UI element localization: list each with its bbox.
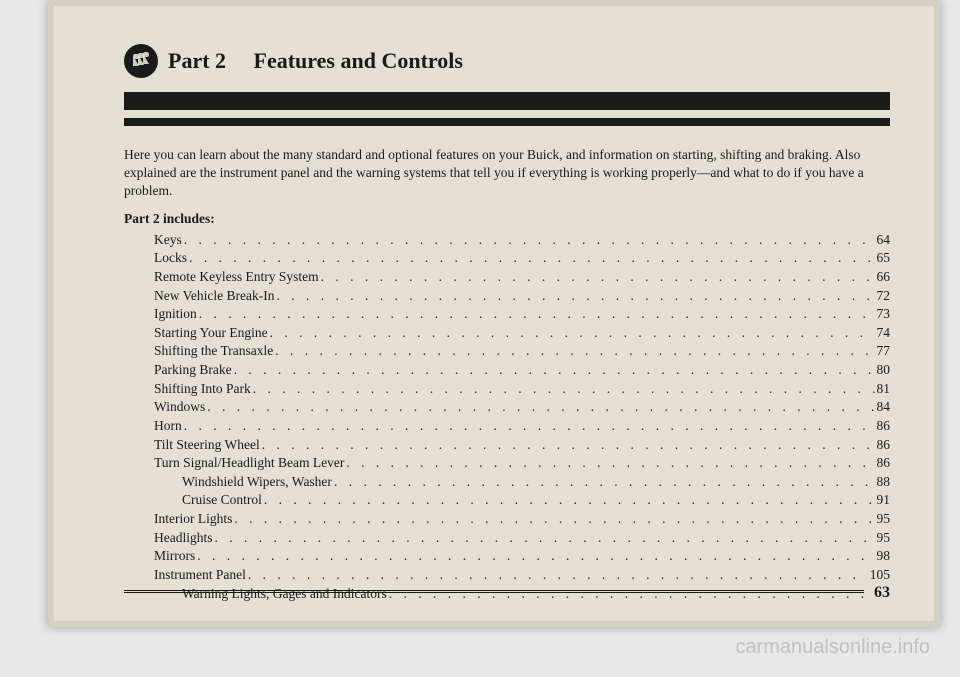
toc-label: Interior Lights [154, 510, 232, 529]
toc-label: Keys [154, 231, 182, 250]
toc-page: 66 [877, 268, 891, 287]
toc-leader-dots [207, 398, 874, 417]
toc-leader-dots [215, 529, 875, 548]
toc-page: 86 [877, 436, 891, 455]
toc-leader-dots [234, 361, 875, 380]
toc-page: 72 [877, 287, 891, 306]
toc-row: Tilt Steering Wheel 86 [154, 436, 890, 455]
bottom-watermark: carmanualsonline.info [735, 636, 930, 659]
toc-page: 95 [877, 510, 891, 529]
divider-thin [124, 118, 890, 126]
toc-label: Mirrors [154, 547, 195, 566]
toc-page: 73 [877, 305, 891, 324]
toc-row: Interior Lights 95 [154, 510, 890, 529]
toc-leader-dots [346, 454, 874, 473]
title-text: Features and Controls [254, 48, 463, 73]
section-heading: Part 2 includes: [124, 211, 890, 227]
toc-leader-dots [276, 287, 874, 306]
toc-label: Remote Keyless Entry System [154, 268, 319, 287]
toc-row: Starting Your Engine 74 [154, 324, 890, 343]
toc-page: 65 [877, 249, 891, 268]
toc-row: Horn 86 [154, 417, 890, 436]
toc-row: Keys 64 [154, 231, 890, 250]
toc-label: Tilt Steering Wheel [154, 436, 260, 455]
divider-thick [124, 92, 890, 110]
toc-label: Shifting Into Park [154, 380, 251, 399]
toc-page: 86 [877, 417, 891, 436]
toc-leader-dots [334, 473, 875, 492]
toc-leader-dots [264, 491, 875, 510]
toc-page: 91 [877, 491, 891, 510]
toc-leader-dots [234, 510, 874, 529]
toc-label: Shifting the Transaxle [154, 342, 273, 361]
toc-leader-dots [262, 436, 875, 455]
toc-row: Shifting Into Park 81 [154, 380, 890, 399]
toc-row: Turn Signal/Headlight Beam Lever 86 [154, 454, 890, 473]
toc-label: Ignition [154, 305, 197, 324]
toc-label: Windshield Wipers, Washer [182, 473, 332, 492]
toc-page: 86 [877, 454, 891, 473]
toc-row: Locks 65 [154, 249, 890, 268]
part-label: Part 2 [168, 48, 226, 73]
toc-page: 74 [877, 324, 891, 343]
toc-row: Windows 84 [154, 398, 890, 417]
toc-row: New Vehicle Break-In 72 [154, 287, 890, 306]
toc-row: Shifting the Transaxle 77 [154, 342, 890, 361]
toc-label: Horn [154, 417, 182, 436]
toc-page: 95 [877, 529, 891, 548]
toc-leader-dots [197, 547, 874, 566]
toc-page: 80 [877, 361, 891, 380]
page-footer: 63 [124, 590, 890, 595]
page-frame: Part 2 Features and Controls Here you ca… [48, 0, 940, 627]
toc-label: Instrument Panel [154, 566, 246, 585]
footer-rule [124, 590, 890, 595]
toc-label: Parking Brake [154, 361, 232, 380]
toc-row: Mirrors 98 [154, 547, 890, 566]
toc-leader-dots [184, 231, 875, 250]
toc-row: Cruise Control 91 [154, 491, 890, 510]
buick-logo-icon [124, 44, 158, 78]
toc-page: 98 [877, 547, 891, 566]
page-title: Part 2 Features and Controls [168, 48, 463, 74]
toc-leader-dots [270, 324, 875, 343]
toc-leader-dots [199, 305, 875, 324]
toc-row: Ignition 73 [154, 305, 890, 324]
intro-paragraph: Here you can learn about the many standa… [124, 146, 890, 201]
toc-page: 88 [877, 473, 891, 492]
toc-label: Headlights [154, 529, 213, 548]
toc-page: 77 [877, 342, 891, 361]
toc-leader-dots [248, 566, 868, 585]
toc-leader-dots [275, 342, 874, 361]
page-content: Part 2 Features and Controls Here you ca… [54, 6, 934, 621]
toc-row: Headlights 95 [154, 529, 890, 548]
toc-label: Windows [154, 398, 205, 417]
toc-row: Windshield Wipers, Washer 88 [154, 473, 890, 492]
toc-page: 105 [870, 566, 890, 585]
toc-leader-dots [253, 380, 875, 399]
table-of-contents: Keys 64Locks 65Remote Keyless Entry Syst… [124, 231, 890, 604]
toc-label: Starting Your Engine [154, 324, 268, 343]
page-number: 63 [864, 584, 890, 602]
toc-page: 81 [877, 380, 891, 399]
toc-page: 64 [877, 231, 891, 250]
toc-leader-dots [184, 417, 875, 436]
toc-leader-dots [189, 249, 875, 268]
toc-row: Parking Brake 80 [154, 361, 890, 380]
toc-leader-dots [321, 268, 875, 287]
toc-row: Instrument Panel 105 [154, 566, 890, 585]
toc-label: New Vehicle Break-In [154, 287, 274, 306]
toc-page: 84 [877, 398, 891, 417]
toc-label: Locks [154, 249, 187, 268]
title-row: Part 2 Features and Controls [124, 44, 890, 78]
toc-label: Turn Signal/Headlight Beam Lever [154, 454, 344, 473]
toc-label: Cruise Control [182, 491, 262, 510]
toc-row: Remote Keyless Entry System 66 [154, 268, 890, 287]
